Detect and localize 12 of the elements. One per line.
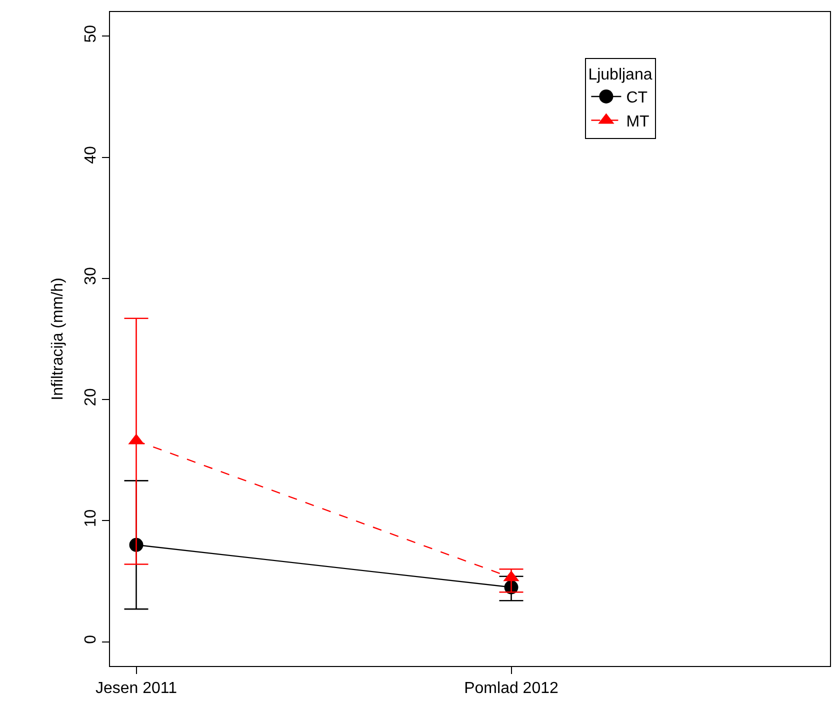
y-tick-label: 30 bbox=[82, 267, 100, 285]
x-tick-label: Pomlad 2012 bbox=[464, 680, 558, 698]
legend-label: MT bbox=[626, 114, 650, 131]
y-axis-title: Infiltracija (mm/h) bbox=[50, 278, 66, 400]
x-tick-label: Jesen 2011 bbox=[95, 680, 178, 698]
legend-title: Ljubljana bbox=[588, 66, 652, 84]
y-tick-label: 10 bbox=[82, 509, 100, 528]
legend-label: CT bbox=[626, 90, 648, 107]
y-tick-label: 40 bbox=[82, 146, 100, 164]
y-tick-label: 0 bbox=[82, 634, 100, 644]
y-tick-label: 50 bbox=[82, 24, 100, 43]
y-tick-label: 20 bbox=[82, 388, 100, 406]
